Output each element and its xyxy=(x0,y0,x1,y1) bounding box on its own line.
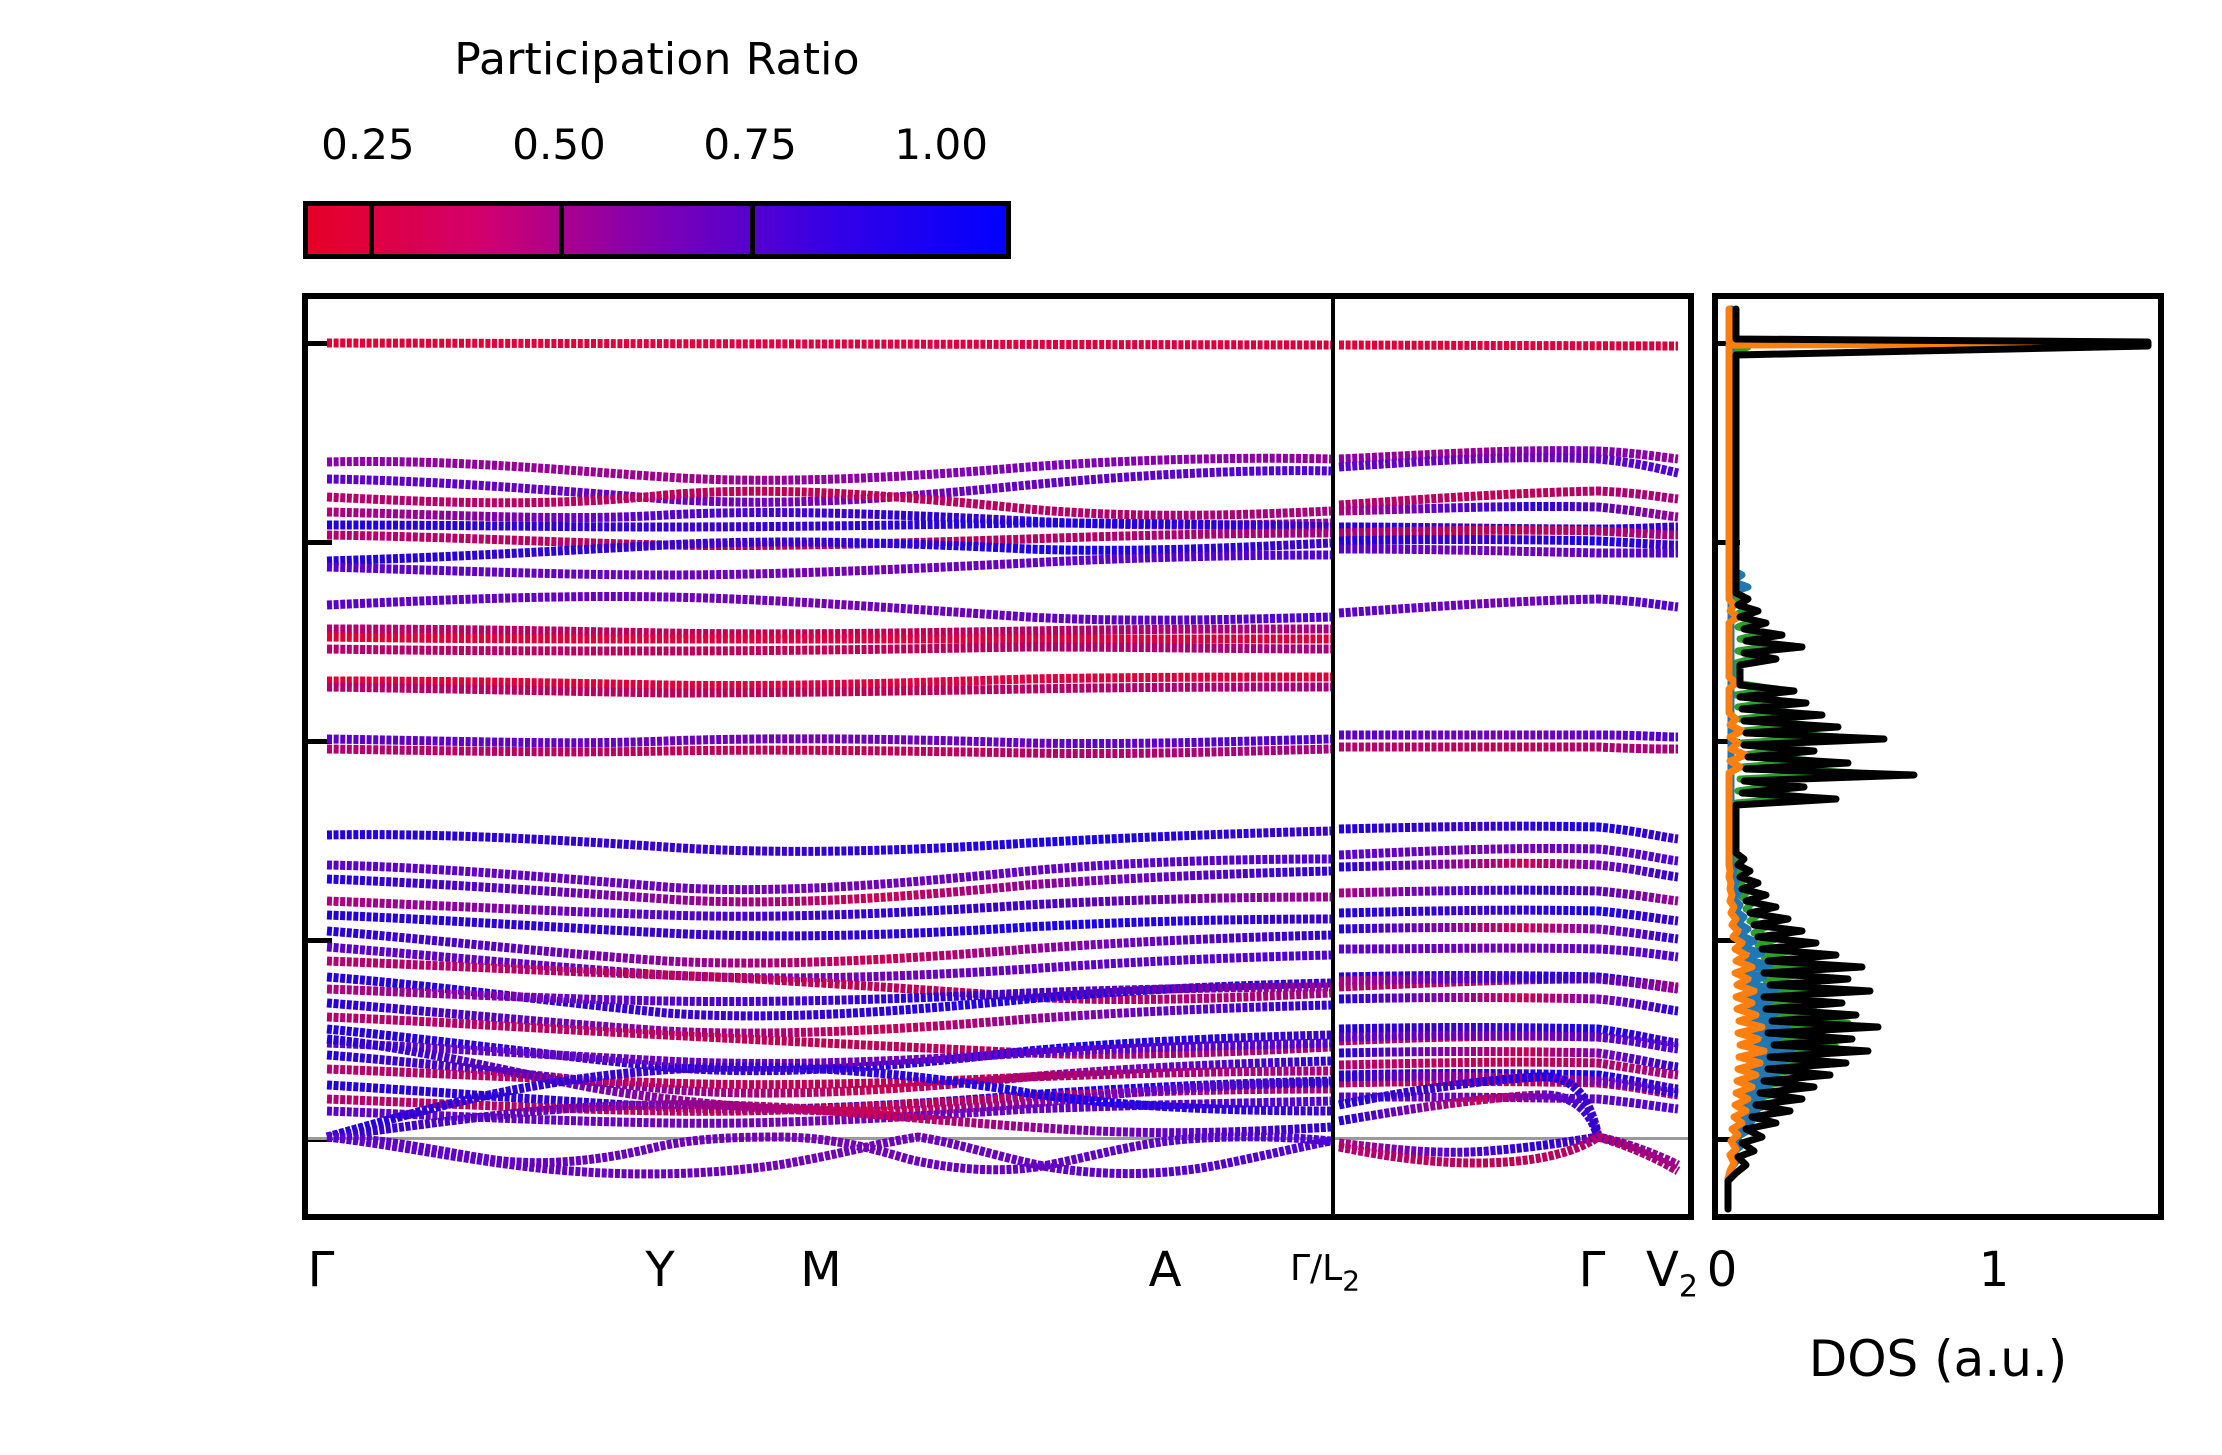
colorbar-tick-label-2: 0.75 xyxy=(703,120,797,169)
high-symmetry-line-gamma-L2 xyxy=(1331,299,1335,1214)
band-xticklabel-gamma-1: Γ xyxy=(308,1242,335,1298)
colorbar-tick-label-1: 0.50 xyxy=(512,120,606,169)
colorbar-title: Participation Ratio xyxy=(454,34,860,85)
colorbar-tick-label-0: 0.25 xyxy=(321,120,415,169)
band-xtick-gamma-2 xyxy=(1598,1214,1603,1220)
participation-ratio-colorbar[interactable] xyxy=(303,201,1011,259)
band-curves xyxy=(325,338,1681,1179)
colorbar-tick-0 xyxy=(368,206,374,254)
band-xtick-M xyxy=(827,1214,832,1220)
band-xtick-V2 xyxy=(1678,1214,1683,1220)
zero-frequency-line xyxy=(308,1137,1688,1140)
dos-xticklabel-0: 0 xyxy=(1706,1242,1738,1298)
band-ytick-100 xyxy=(308,938,332,943)
dos-plot[interactable]: Total K Tc Cl xyxy=(1712,293,2164,1220)
band-xticklabel-M: M xyxy=(800,1242,841,1298)
band-xtick-A xyxy=(1171,1214,1176,1220)
band-xticklabel-gamma-L2: Γ/L2 xyxy=(1290,1236,1360,1298)
band-xtick-gamma-L2 xyxy=(1331,1214,1336,1220)
xticklabel-subscript: 2 xyxy=(1342,1264,1361,1298)
band-structure-plot[interactable] xyxy=(302,293,1694,1220)
dos-curve-Total xyxy=(1724,305,2152,1213)
dos-xtick-0 xyxy=(1728,1214,1733,1220)
xticklabel-text: Γ/L xyxy=(1289,1248,1343,1289)
colorbar-tick-labels: 0.25 0.50 0.75 1.00 xyxy=(307,120,1007,170)
xticklabel-text: V xyxy=(1646,1242,1679,1298)
band-xticklabel-Y: Y xyxy=(645,1242,674,1298)
band-xticklabel-V2: V2 xyxy=(1646,1242,1698,1305)
band-xtick-Y xyxy=(666,1214,671,1220)
dos-xticklabel-1: 1 xyxy=(1978,1242,2010,1298)
xticklabel-subscript: 2 xyxy=(1678,1269,1698,1305)
xticklabel-text: Y xyxy=(645,1242,675,1298)
xticklabel-text: M xyxy=(800,1242,842,1298)
colorbar-tick-1 xyxy=(559,206,565,254)
colorbar-gradient xyxy=(308,206,1006,254)
band-xticklabel-A: A xyxy=(1149,1242,1182,1298)
xticklabel-text: Γ xyxy=(1578,1242,1606,1298)
dos-ytick-100 xyxy=(1718,938,1740,943)
band-xticklabel-gamma-2: Γ xyxy=(1579,1242,1606,1298)
colorbar-tick-2 xyxy=(749,206,755,254)
dos-x-axis-label: DOS (a.u.) xyxy=(1808,1330,2068,1388)
xticklabel-text: Γ xyxy=(307,1242,335,1298)
band-ytick-400 xyxy=(308,341,332,346)
colorbar-tick-label-3: 1.00 xyxy=(894,120,988,169)
dos-curves xyxy=(1724,305,2152,1213)
band-ytick-300 xyxy=(308,540,332,545)
band-ytick-200 xyxy=(308,739,332,744)
band-xtick-gamma-1 xyxy=(327,1214,332,1220)
dos-curve-Tc xyxy=(1724,305,2152,1213)
xticklabel-text: A xyxy=(1148,1242,1182,1298)
dos-xtick-1 xyxy=(2000,1214,2005,1220)
